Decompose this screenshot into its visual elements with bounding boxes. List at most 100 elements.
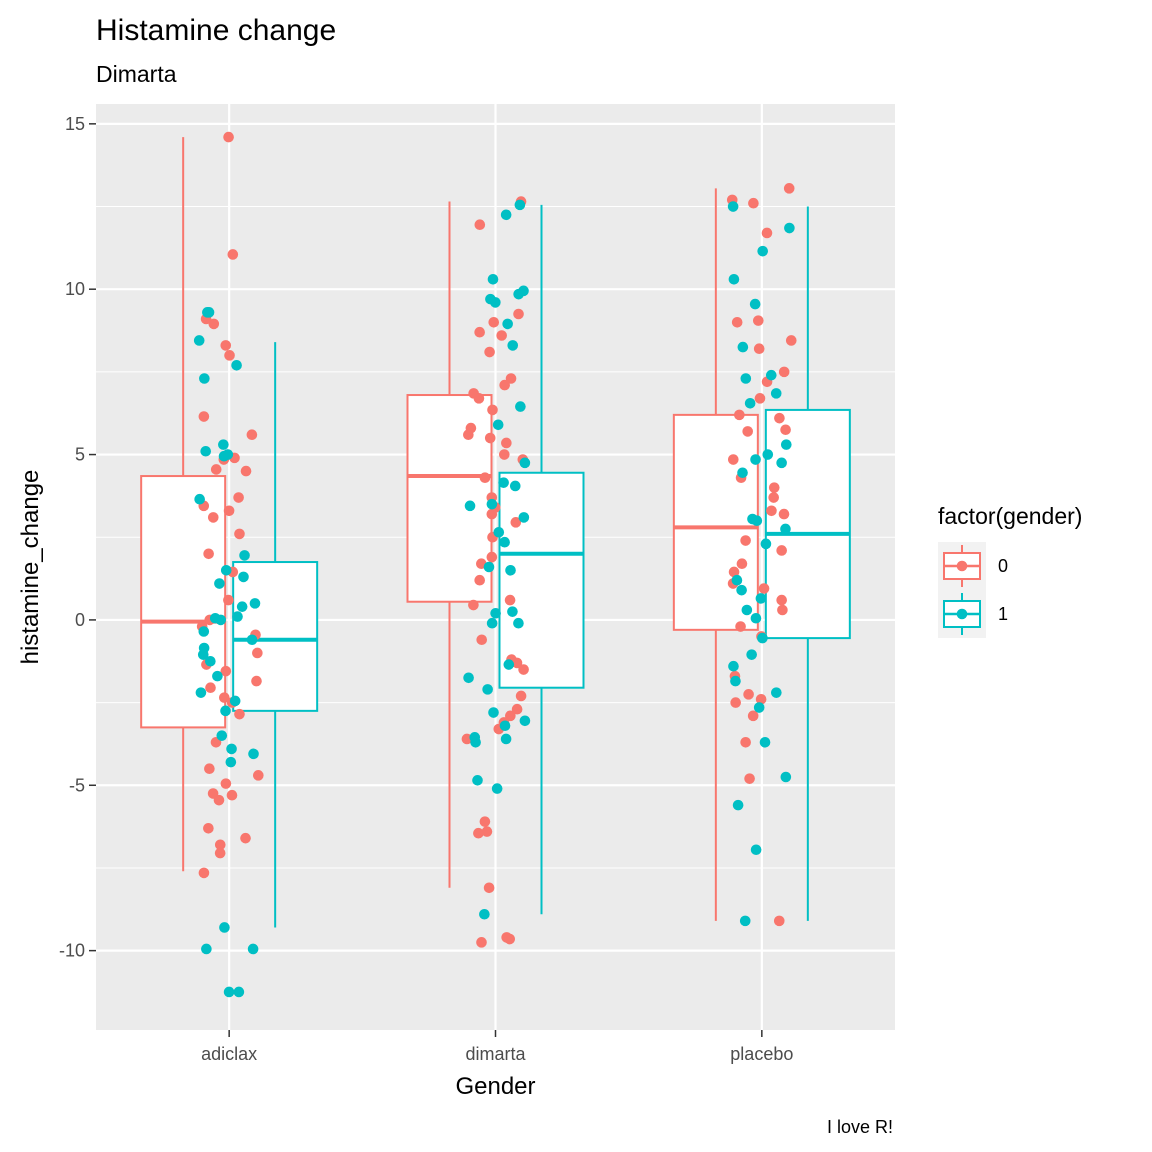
data-point — [507, 340, 519, 351]
data-point — [768, 482, 780, 493]
data-point — [473, 393, 485, 404]
data-point — [223, 131, 234, 143]
data-point — [198, 411, 210, 422]
legend-key-0: 0 — [938, 542, 1008, 590]
data-point — [744, 773, 755, 784]
data-point — [463, 672, 474, 684]
data-point — [776, 457, 787, 469]
data-point — [737, 341, 749, 353]
data-point — [491, 783, 503, 794]
data-point — [234, 528, 245, 540]
data-point — [730, 675, 741, 687]
data-point — [200, 445, 212, 457]
data-point — [220, 565, 232, 576]
data-point — [246, 634, 258, 646]
data-point — [204, 763, 215, 775]
legend-keys: 01 — [938, 542, 1008, 638]
data-point — [220, 665, 232, 677]
data-point — [488, 707, 499, 718]
data-point — [195, 687, 207, 698]
data-point — [511, 657, 523, 669]
data-point — [783, 183, 795, 194]
data-point — [236, 601, 248, 612]
data-point — [213, 794, 225, 806]
data-point — [785, 335, 797, 346]
data-point — [476, 634, 488, 646]
data-point — [487, 404, 498, 416]
data-point — [197, 649, 209, 660]
data-point — [510, 517, 522, 528]
data-point — [754, 393, 766, 404]
data-point — [198, 626, 210, 637]
legend-label: 1 — [998, 604, 1008, 624]
data-point — [463, 429, 474, 441]
data-point — [219, 922, 230, 933]
data-point — [487, 273, 499, 285]
data-point — [214, 847, 226, 859]
data-point — [760, 538, 772, 550]
data-point — [771, 687, 782, 698]
data-point — [755, 693, 767, 705]
data-point — [735, 621, 746, 632]
data-point — [212, 670, 223, 682]
x-tick-label: dimarta — [465, 1044, 526, 1064]
data-point — [499, 536, 510, 548]
data-point — [472, 775, 483, 786]
data-point — [474, 219, 486, 231]
data-point — [219, 692, 230, 703]
box-body — [232, 561, 319, 712]
y-tick-label: 15 — [65, 114, 85, 134]
box-adiclax-gender-1 — [232, 342, 319, 928]
data-point — [205, 655, 216, 667]
data-point — [776, 594, 787, 606]
data-point — [496, 330, 507, 341]
data-point — [780, 424, 791, 436]
data-point — [519, 715, 531, 727]
data-point — [727, 201, 739, 212]
legend-key-1: 1 — [938, 590, 1008, 638]
legend-title: factor(gender) — [938, 503, 1082, 529]
data-point — [740, 535, 751, 546]
data-point — [486, 498, 498, 510]
data-point — [484, 346, 495, 358]
data-point — [201, 943, 212, 955]
data-point — [759, 736, 771, 748]
y-tick-label: 5 — [75, 445, 85, 465]
data-point — [239, 550, 250, 561]
legend: factor(gender) 01 — [938, 503, 1082, 638]
data-point — [214, 839, 226, 851]
data-point — [240, 832, 251, 844]
data-point — [753, 315, 764, 326]
data-point — [780, 523, 791, 535]
data-point — [488, 316, 500, 328]
data-point — [749, 298, 761, 310]
data-point — [252, 647, 263, 659]
data-point — [481, 826, 493, 837]
data-point — [499, 449, 510, 460]
data-point — [490, 297, 501, 308]
data-point — [218, 450, 230, 462]
data-point — [737, 467, 748, 479]
axis-layer: -10 -5 0 5 10 15 adiclax dimarta placebo — [59, 114, 793, 1064]
data-point — [205, 682, 216, 694]
data-point — [220, 705, 231, 717]
data-point — [728, 660, 739, 672]
data-point — [777, 604, 788, 616]
data-point — [747, 710, 759, 722]
data-point — [223, 594, 234, 606]
data-point — [198, 867, 210, 879]
data-point — [226, 789, 238, 801]
data-point — [486, 551, 498, 563]
data-point — [750, 844, 762, 856]
y-tick-label: -10 — [59, 941, 85, 961]
data-point — [216, 730, 228, 741]
data-point — [505, 565, 516, 576]
data-point — [474, 574, 486, 586]
data-point — [778, 366, 790, 378]
data-point — [470, 736, 481, 748]
data-point — [504, 594, 516, 606]
data-point — [770, 388, 782, 399]
data-point — [751, 515, 763, 526]
data-point — [518, 512, 530, 523]
data-point — [504, 933, 516, 945]
